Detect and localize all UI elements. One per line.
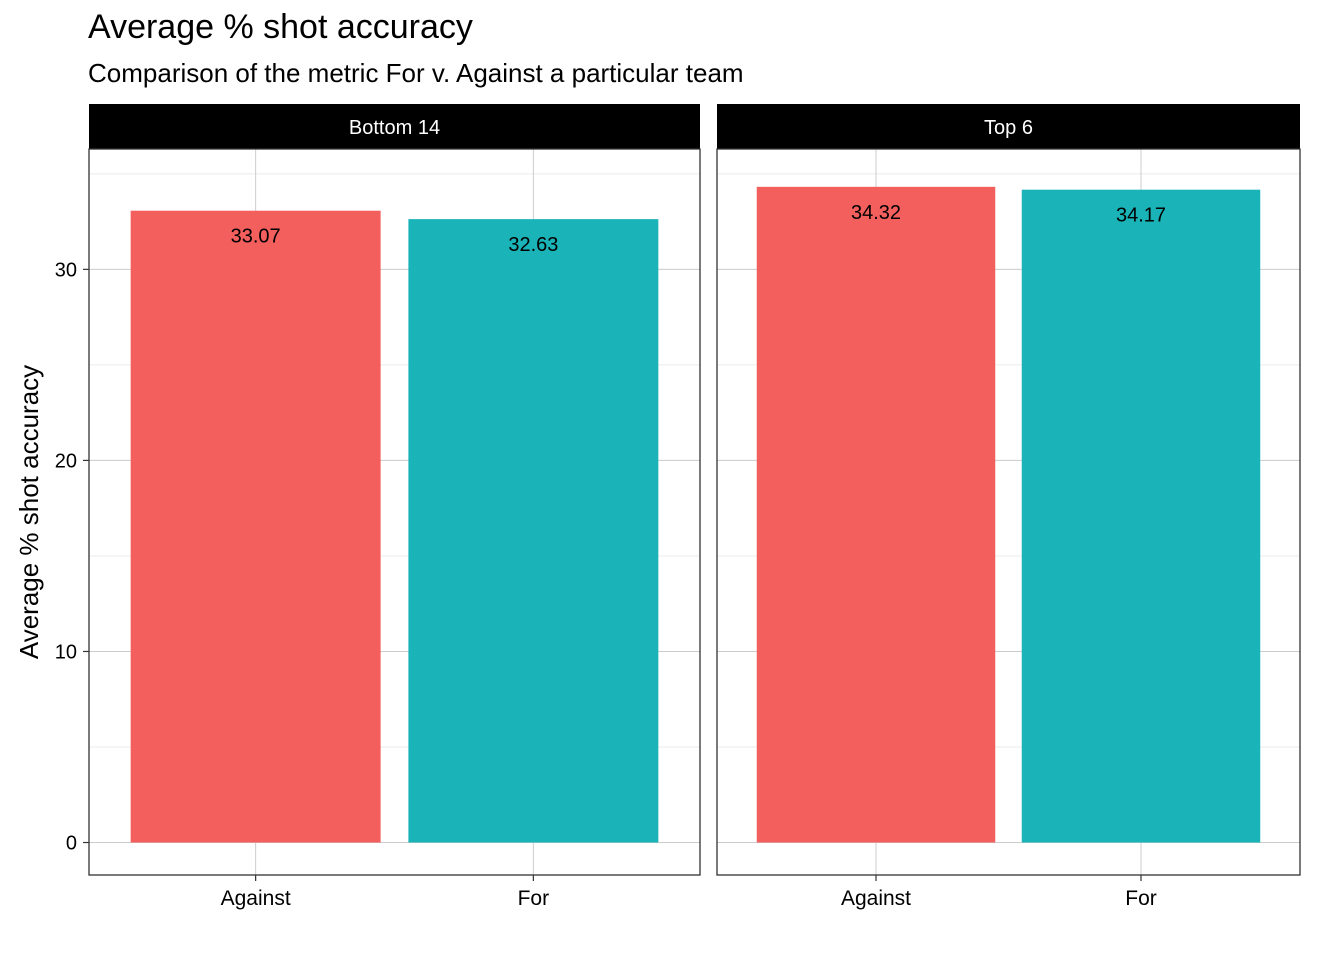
x-tick-label: For: [1125, 887, 1157, 910]
panel-border: [716, 148, 1301, 876]
y-tick-label: 10: [55, 641, 77, 663]
bar-for: [1021, 189, 1261, 843]
facet-strip-label: Top 6: [984, 117, 1033, 139]
facet-strip: [89, 104, 700, 149]
bar-for: [408, 219, 659, 843]
chart-subtitle: Comparison of the metric For v. Against …: [88, 58, 744, 88]
data-label: 32.63: [508, 234, 558, 256]
y-tick-label: 20: [55, 450, 77, 472]
facet-strip-label: Bottom 14: [349, 117, 440, 139]
data-label: 33.07: [231, 226, 281, 248]
data-label: 34.32: [851, 202, 901, 224]
panel-border: [88, 148, 701, 876]
y-tick-label: 0: [66, 833, 77, 855]
chart-title: Average % shot accuracy: [88, 8, 473, 46]
facet-strip: [717, 104, 1300, 149]
bar-against: [130, 210, 381, 843]
y-tick-label: 30: [55, 259, 77, 281]
x-tick-label: Against: [221, 887, 291, 910]
x-tick-label: For: [518, 887, 550, 910]
x-tick-label: Against: [841, 887, 911, 910]
data-label: 34.17: [1116, 205, 1166, 227]
bar-against: [756, 186, 996, 843]
y-axis-label: Average % shot accuracy: [14, 365, 44, 659]
